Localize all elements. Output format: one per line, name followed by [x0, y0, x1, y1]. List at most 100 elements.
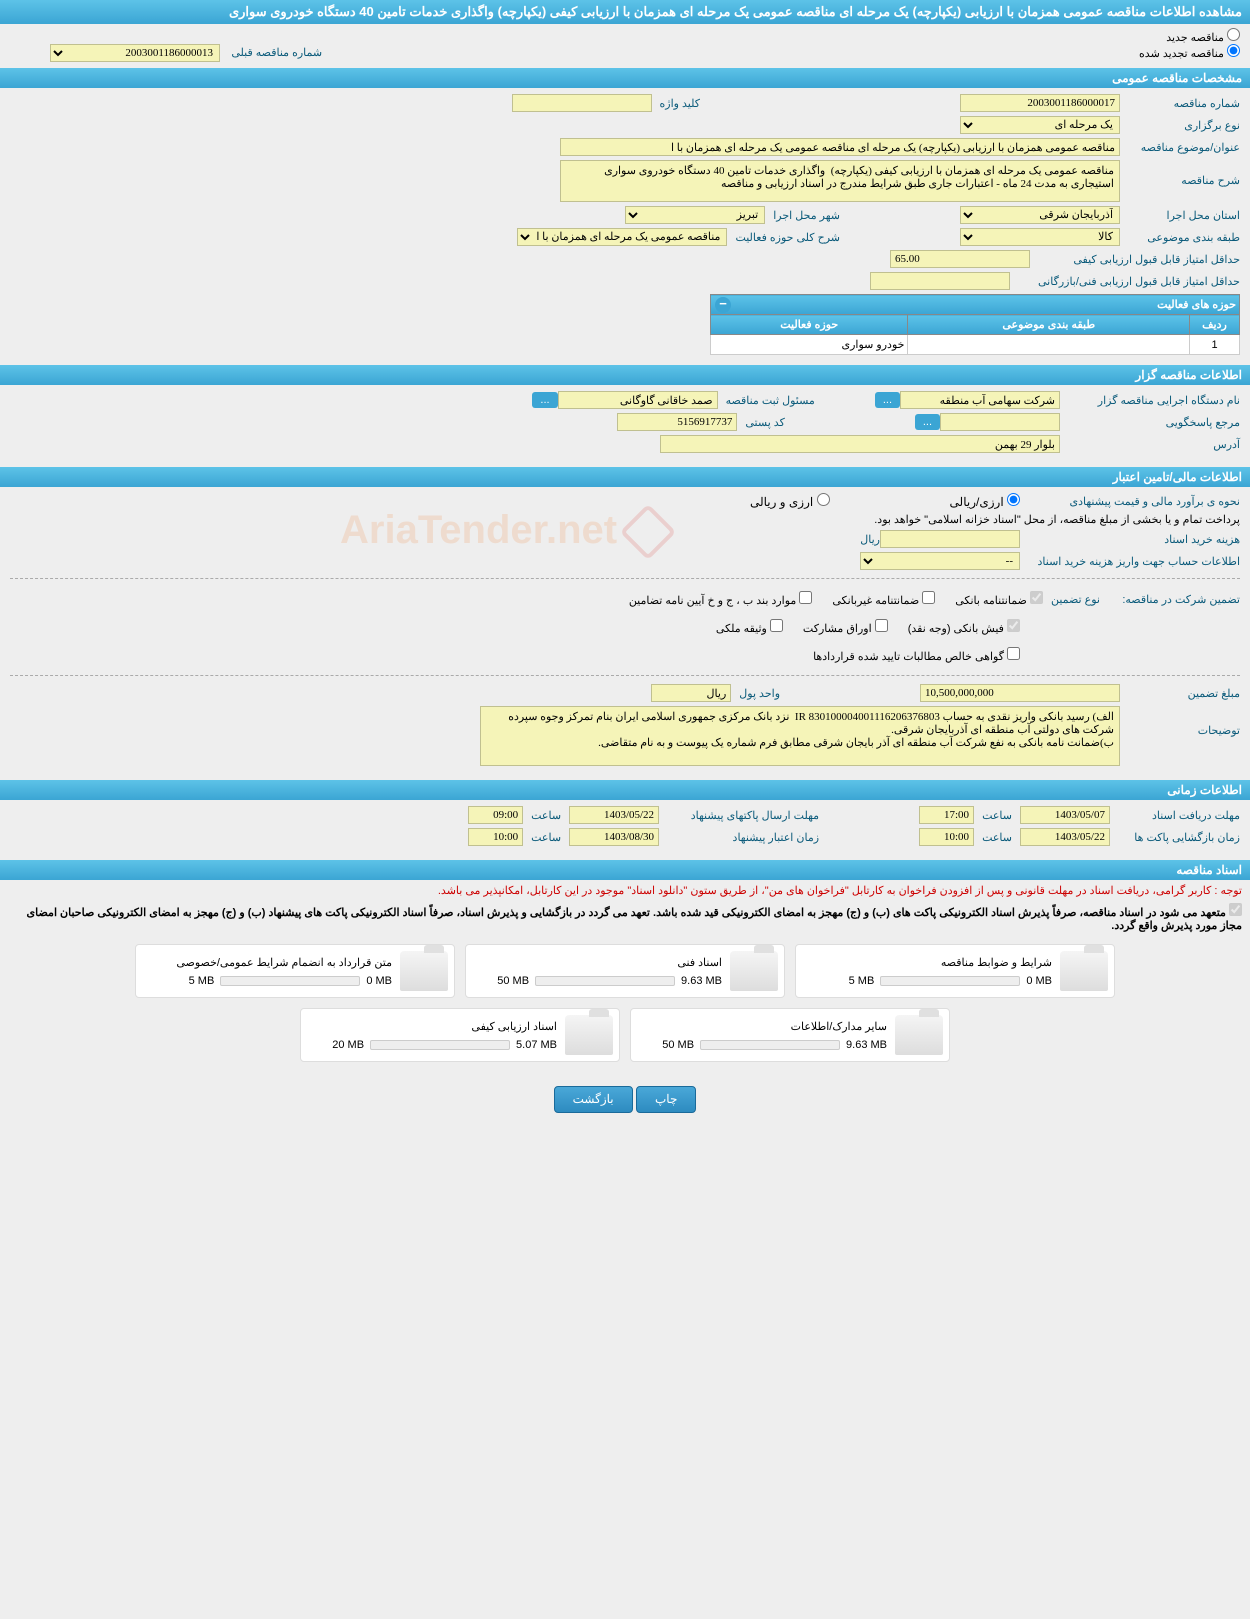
doc-card[interactable]: شرایط و ضوابط مناقصه5 MB0 MB [795, 944, 1115, 998]
notes-textarea[interactable] [480, 706, 1120, 766]
notes-label: توضیحات [1120, 706, 1240, 737]
min-tech-label: حداقل امتیاز قابل قبول ارزیابی فنی/بازرگ… [1010, 275, 1240, 288]
province-select[interactable]: آذربایجان شرقی [960, 206, 1120, 224]
activity-table: حوزه های فعالیت − ردیف طبقه بندی موضوعی … [710, 294, 1240, 355]
reg-person-label: مسئول ثبت مناقصه [718, 394, 815, 407]
docs-note-1: توجه : کاربر گرامی، دریافت اسناد در مهلت… [0, 880, 1250, 901]
reg-person-lookup-button[interactable]: ... [532, 392, 557, 408]
chk-net[interactable] [1007, 647, 1020, 660]
address-input[interactable] [660, 435, 1060, 453]
doc-title: سایر مدارک/اطلاعات [637, 1020, 887, 1033]
section-time: اطلاعات زمانی [0, 780, 1250, 800]
section-general: مشخصات مناقصه عمومی [0, 68, 1250, 88]
commit-checkbox [1229, 903, 1242, 916]
org-lookup-button[interactable]: ... [875, 392, 900, 408]
doc-used: 0 MB [366, 975, 392, 987]
desc-label: شرح مناقصه [1120, 160, 1240, 187]
doc-title: متن قرارداد به انضمام شرایط عمومی/خصوصی [142, 956, 392, 969]
keyword-input[interactable] [512, 94, 652, 112]
chk-nonbank[interactable] [922, 591, 935, 604]
valid-time[interactable] [468, 828, 523, 846]
tender-no[interactable] [960, 94, 1120, 112]
table-row: 1 خودرو سواری [711, 335, 1240, 355]
send-time[interactable] [468, 806, 523, 824]
contact-lookup-button[interactable]: ... [915, 414, 940, 430]
city-select[interactable]: تبریز [625, 206, 765, 224]
activity-table-title: حوزه های فعالیت [1157, 299, 1236, 311]
radio-renew[interactable] [1227, 44, 1240, 57]
postal-label: کد پستی [737, 416, 784, 429]
collapse-icon[interactable]: − [715, 297, 731, 313]
send-label: مهلت ارسال پاکتهای پیشنهاد [659, 809, 819, 822]
doc-card[interactable]: اسناد فنی50 MB9.63 MB [465, 944, 785, 998]
doc-used: 0 MB [1026, 975, 1052, 987]
unit-input[interactable] [651, 684, 731, 702]
postal-input[interactable] [617, 413, 737, 431]
open-time[interactable] [919, 828, 974, 846]
receive-time[interactable] [919, 806, 974, 824]
col-scope: حوزه فعالیت [711, 315, 908, 335]
print-button[interactable]: چاپ [636, 1086, 696, 1113]
doc-progress [700, 1040, 840, 1050]
doc-total: 20 MB [332, 1039, 364, 1051]
payment-note: پرداخت تمام و یا بخشی از مبلغ مناقصه، از… [874, 513, 1240, 526]
guarantee-label: تضمین شرکت در مناقصه: [1100, 593, 1240, 606]
prev-no-select[interactable]: 2003001186000013 [50, 44, 220, 62]
amount-input[interactable] [920, 684, 1120, 702]
back-button[interactable]: بازگشت [554, 1086, 633, 1113]
valid-label: زمان اعتبار پیشنهاد [659, 831, 819, 844]
valid-date[interactable] [569, 828, 659, 846]
account-select[interactable]: -- [860, 552, 1020, 570]
title-input[interactable] [560, 138, 1120, 156]
chk-property[interactable] [770, 619, 783, 632]
doc-cost-label: هزینه خرید اسناد [1020, 533, 1240, 546]
section-docs: اسناد مناقصه [0, 860, 1250, 880]
chk-items[interactable] [799, 591, 812, 604]
receive-label: مهلت دریافت اسناد [1110, 809, 1240, 822]
org-input[interactable] [900, 391, 1060, 409]
chk-receipt [1007, 619, 1020, 632]
open-date[interactable] [1020, 828, 1110, 846]
doc-card[interactable]: سایر مدارک/اطلاعات50 MB9.63 MB [630, 1008, 950, 1062]
doc-cost-input[interactable] [880, 530, 1020, 548]
min-qual-input[interactable] [890, 250, 1030, 268]
radio-rial[interactable] [1007, 493, 1020, 506]
send-date[interactable] [569, 806, 659, 824]
subject-cat-select[interactable]: کالا [960, 228, 1120, 246]
min-tech-input[interactable] [870, 272, 1010, 290]
province-label: استان محل اجرا [1120, 209, 1240, 222]
folder-icon [1060, 951, 1108, 991]
reg-person-input[interactable] [558, 391, 718, 409]
doc-used: 9.63 MB [846, 1039, 887, 1051]
type-label: نوع برگزاری [1120, 119, 1240, 132]
org-label: نام دستگاه اجرایی مناقصه گزار [1060, 394, 1240, 407]
radio-both-label: ارزی و ریالی [750, 495, 813, 509]
doc-used: 9.63 MB [681, 975, 722, 987]
doc-progress [880, 976, 1020, 986]
col-cat: طبقه بندی موضوعی [908, 315, 1190, 335]
scope-desc-select[interactable]: مناقصه عمومی یک مرحله ای همزمان با ارزیا… [517, 228, 727, 246]
est-method-label: نحوه ی برآورد مالی و قیمت پیشنهادی [1020, 495, 1240, 508]
min-qual-label: حداقل امتیاز قابل قبول ارزیابی کیفی [1030, 253, 1240, 266]
page-title: مشاهده اطلاعات مناقصه عمومی همزمان با ار… [0, 0, 1250, 24]
folder-icon [400, 951, 448, 991]
tender-no-label: شماره مناقصه [1120, 97, 1240, 110]
doc-total: 5 MB [189, 975, 215, 987]
radio-new[interactable] [1227, 28, 1240, 41]
cell-scope: خودرو سواری [711, 335, 908, 355]
type-select[interactable]: یک مرحله ای [960, 116, 1120, 134]
section-holder: اطلاعات مناقصه گزار [0, 365, 1250, 385]
receive-date[interactable] [1020, 806, 1110, 824]
scope-desc-label: شرح کلی حوزه فعالیت [727, 231, 840, 244]
radio-new-label: مناقصه جدید [1166, 32, 1224, 44]
doc-used: 5.07 MB [516, 1039, 557, 1051]
doc-progress [220, 976, 360, 986]
doc-card[interactable]: اسناد ارزیابی کیفی20 MB5.07 MB [300, 1008, 620, 1062]
radio-both[interactable] [817, 493, 830, 506]
subject-cat-label: طبقه بندی موضوعی [1120, 231, 1240, 244]
doc-card[interactable]: متن قرارداد به انضمام شرایط عمومی/خصوصی 5… [135, 944, 455, 998]
account-label: اطلاعات حساب جهت واریز هزینه خرید اسناد [1020, 555, 1240, 568]
desc-textarea[interactable] [560, 160, 1120, 202]
contact-input[interactable] [940, 413, 1060, 431]
chk-bonds[interactable] [875, 619, 888, 632]
